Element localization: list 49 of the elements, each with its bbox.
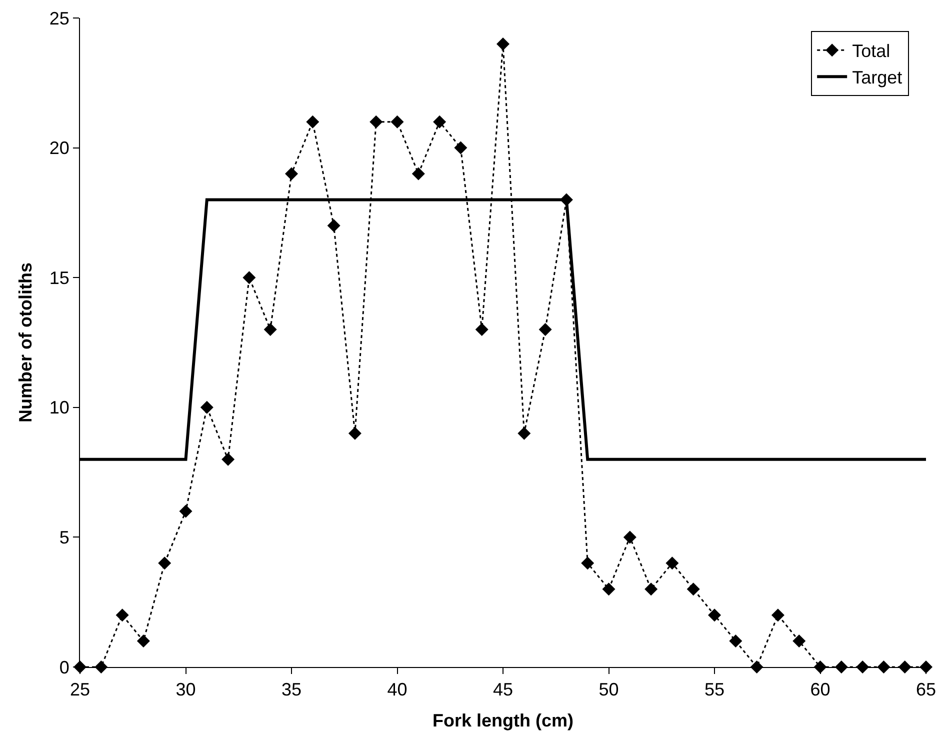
point	[412, 167, 425, 180]
point	[644, 582, 658, 596]
x-tick-label: 60	[810, 680, 830, 700]
point	[475, 323, 488, 336]
point	[222, 452, 235, 466]
point	[708, 608, 721, 622]
x-tick-label: 65	[916, 680, 936, 700]
y-axis-title: Number of otoliths	[16, 262, 36, 422]
x-tick-label: 55	[704, 680, 725, 700]
legend-label: Target	[852, 68, 902, 88]
y-tick-label: 10	[49, 398, 70, 418]
point	[370, 115, 383, 128]
point	[686, 582, 700, 596]
point	[433, 115, 446, 128]
point	[242, 271, 256, 284]
y-tick-label: 0	[59, 657, 70, 678]
y-tick-label: 20	[49, 138, 70, 158]
x-tick-label: 40	[387, 680, 408, 700]
point	[602, 582, 616, 596]
point	[729, 634, 742, 648]
point	[518, 426, 531, 440]
point	[327, 219, 340, 232]
point	[116, 608, 129, 622]
point	[179, 504, 192, 518]
x-tick-label: 50	[598, 680, 619, 700]
y-tick-label: 5	[59, 528, 70, 548]
x-axis-title: Fork length (cm)	[432, 710, 574, 731]
point	[348, 426, 362, 440]
y-tick-label: 25	[49, 8, 70, 28]
y-tick-label: 15	[49, 268, 70, 288]
point	[454, 141, 468, 154]
point	[792, 634, 806, 648]
point	[136, 634, 150, 648]
point	[771, 608, 784, 622]
x-tick-label: 45	[492, 680, 514, 700]
point	[538, 323, 552, 336]
point	[390, 115, 404, 128]
legend-label: Total	[852, 41, 890, 62]
point	[581, 556, 594, 570]
x-tick-label: 30	[176, 680, 196, 700]
point	[496, 37, 510, 50]
point	[285, 167, 298, 180]
point	[306, 115, 320, 128]
point	[200, 400, 214, 414]
point	[666, 556, 679, 570]
point	[158, 556, 172, 570]
point	[623, 530, 636, 544]
x-tick-label: 35	[281, 680, 302, 700]
point	[264, 323, 277, 336]
